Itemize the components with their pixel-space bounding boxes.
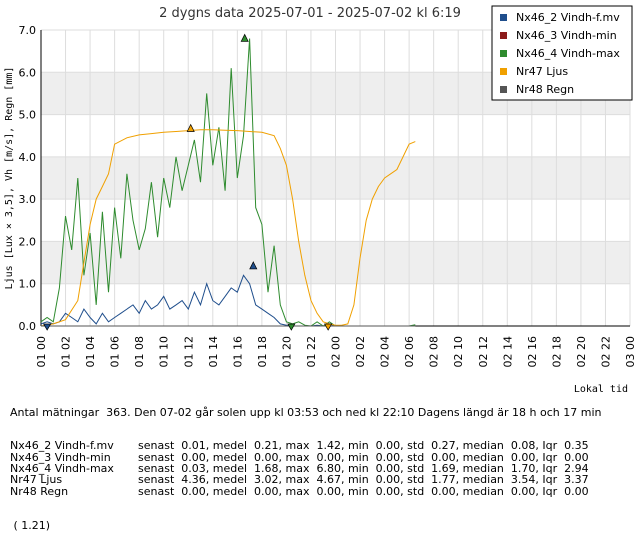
x-tick-label: 01 14 (207, 336, 220, 368)
stats-row: Nx46_3 Vindh-min senast 0.00, medel 0.00,… (10, 450, 630, 464)
stats-row: Nx46_2 Vindh-f.mv senast 0.01, medel 0.21… (10, 439, 630, 453)
x-tick-label: 01 10 (158, 336, 171, 368)
y-tick-label: 2.0 (19, 235, 37, 248)
stats-row-name: Nx46_4 Vindh-max (10, 462, 114, 476)
stats-row: Nr47 Ljus senast 4.36, medel 3.02, max 4.… (10, 473, 630, 487)
x-tick-label: 03 00 (624, 336, 637, 368)
x-tick-label: 01 00 (35, 336, 48, 368)
stats-row-name: Nx46_2 Vindh-f.mv (10, 439, 114, 453)
y-tick-label: 3.0 (19, 193, 37, 206)
y-tick-label: 7.0 (19, 24, 37, 37)
max-marker (186, 123, 195, 132)
x-tick-label: 01 20 (280, 336, 293, 368)
chart-title: 2 dygns data 2025-07-01 - 2025-07-02 kl … (159, 6, 461, 21)
legend-swatch (500, 86, 507, 93)
stats-panel: Antal mätningar 363. Den 07-02 går solen… (10, 384, 630, 542)
min-marker (287, 323, 296, 331)
y-tick-label: 1.0 (19, 278, 37, 291)
x-tick-label: 01 22 (305, 336, 318, 368)
legend-box (491, 5, 633, 101)
stats-row: Nx46_4 Vindh-max senast 0.03, medel 1.68,… (10, 462, 630, 476)
x-tick-label: 01 04 (84, 336, 97, 368)
xaxis-note: Lokal tid (573, 384, 628, 395)
x-tick-label: 01 18 (256, 336, 269, 368)
chart-svg: 0.0 1.0 2.0 3.0 4.0 5.0 6.0 7.0 01 00 01 02 01 04 0… (4, 5, 637, 368)
legend-swatch (500, 14, 507, 21)
y-tick-label: 6.0 (19, 66, 37, 79)
stats-row-values: senast 4.36, medel 3.02, max 4.67, min 0… (138, 473, 589, 487)
x-tick-label: 01 08 (133, 336, 146, 368)
x-tick-label: 02 06 (403, 336, 416, 368)
x-tick-label: 01 02 (60, 336, 73, 368)
stats-row-name: Nx46_3 Vindh-min (10, 450, 111, 464)
stats-row-name: Nr47 Ljus (10, 473, 63, 487)
stats-row-name: Nr48 Regn (10, 484, 69, 498)
legend-label: Nr48 Regn (516, 83, 574, 96)
x-tick-label: 01 06 (109, 336, 122, 368)
y-axis-label: Ljus [Lux × 3,5], Vh [m/s], Regn [mm] (4, 67, 15, 290)
x-tick-label: 01 16 (231, 336, 244, 368)
x-tick-label: 02 08 (428, 336, 441, 368)
x-tick-label: 02 20 (575, 336, 588, 368)
stats-row-values: senast 0.03, medel 1.68, max 6.80, min 0… (138, 462, 589, 476)
x-tick-label: 02 12 (477, 336, 490, 368)
x-tick-label: 02 14 (501, 336, 514, 368)
legend-swatch (500, 32, 507, 39)
x-tick-label: 02 16 (526, 336, 539, 368)
stats-header: Antal mätningar 363. Den 07-02 går solen… (10, 405, 602, 419)
stats-row-values: senast 0.01, medel 0.21, max 1.42, min 0… (138, 439, 589, 453)
legend-label: Nx46_3 Vindh-min (516, 29, 617, 42)
y-tick-label: 0.0 (19, 320, 37, 333)
x-tick-label: 02 04 (379, 336, 392, 368)
stats-row-values: senast 0.00, medel 0.00, max 0.00, min 0… (138, 484, 589, 498)
series-line (40, 129, 416, 327)
x-tick-label: 02 22 (599, 336, 612, 368)
stats-row: Nr48 Regn senast 0.00, medel 0.00, max 0.… (10, 484, 630, 498)
legend-swatch (500, 50, 507, 57)
legend-label: Nr47 Ljus (516, 65, 568, 78)
y-tick-label: 4.0 (19, 151, 37, 164)
x-tick-label: 02 10 (452, 336, 465, 368)
stats-version: ( 1.21) (10, 518, 51, 532)
stats-row-values: senast 0.00, medel 0.00, max 0.00, min 0… (138, 450, 589, 464)
max-marker (249, 261, 258, 270)
max-marker (240, 33, 249, 42)
y-tick-label: 5.0 (19, 109, 37, 122)
legend-label: Nx46_4 Vindh-max (516, 47, 620, 60)
min-marker (324, 323, 333, 331)
min-marker (43, 323, 52, 331)
x-tick-label: 02 02 (354, 336, 367, 368)
x-tick-label: 02 18 (550, 336, 563, 368)
x-tick-label: 01 12 (182, 336, 195, 368)
x-tick-label: 02 00 (330, 336, 343, 368)
legend-swatch (500, 68, 507, 75)
legend-label: Nx46_2 Vindh-f.mv (516, 11, 620, 24)
